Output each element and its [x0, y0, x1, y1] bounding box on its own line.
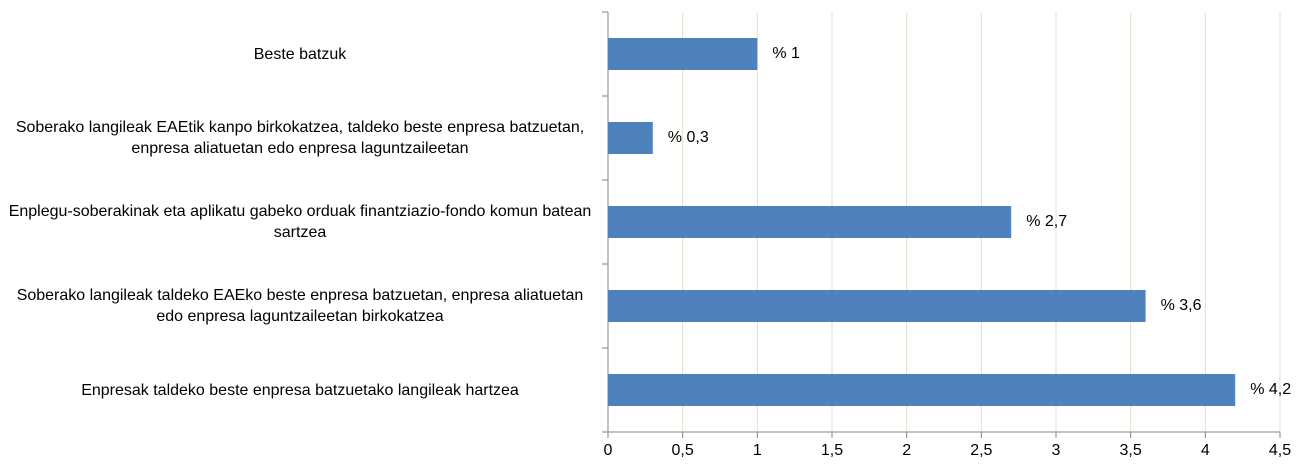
bar	[608, 38, 758, 70]
bar	[608, 206, 1012, 238]
y-tick-label: Enpresak taldeko beste enpresa batzuetak…	[81, 381, 519, 399]
value-label: % 1	[772, 45, 800, 62]
x-tick-label: 2,5	[970, 442, 992, 459]
x-tick-label: 1	[753, 442, 762, 459]
y-tick-label: Soberako langileak EAEtik kanpo birkokat…	[15, 119, 585, 157]
value-label: % 4,2	[1250, 381, 1291, 398]
value-label: % 2,7	[1026, 213, 1067, 230]
x-tick-label: 3,5	[1120, 442, 1142, 459]
x-tick-label: 0,5	[672, 442, 694, 459]
value-label: % 3,6	[1161, 297, 1202, 314]
x-tick-label: 2	[902, 442, 911, 459]
x-tick-label: 4,5	[1269, 442, 1291, 459]
bar	[608, 122, 653, 154]
y-tick-label: Enplegu-soberakinak eta aplikatu gabeko …	[8, 203, 592, 241]
x-tick-label: 0	[604, 442, 613, 459]
x-tick-label: 3	[1052, 442, 1061, 459]
y-tick-label: Soberako langileak taldeko EAEko beste e…	[16, 287, 584, 325]
x-tick-label: 1,5	[821, 442, 843, 459]
bar	[608, 374, 1236, 406]
y-tick-label: Beste batzuk	[253, 45, 347, 63]
bar	[608, 290, 1146, 322]
x-tick-label: 4	[1201, 442, 1210, 459]
value-label: % 0,3	[668, 129, 709, 146]
